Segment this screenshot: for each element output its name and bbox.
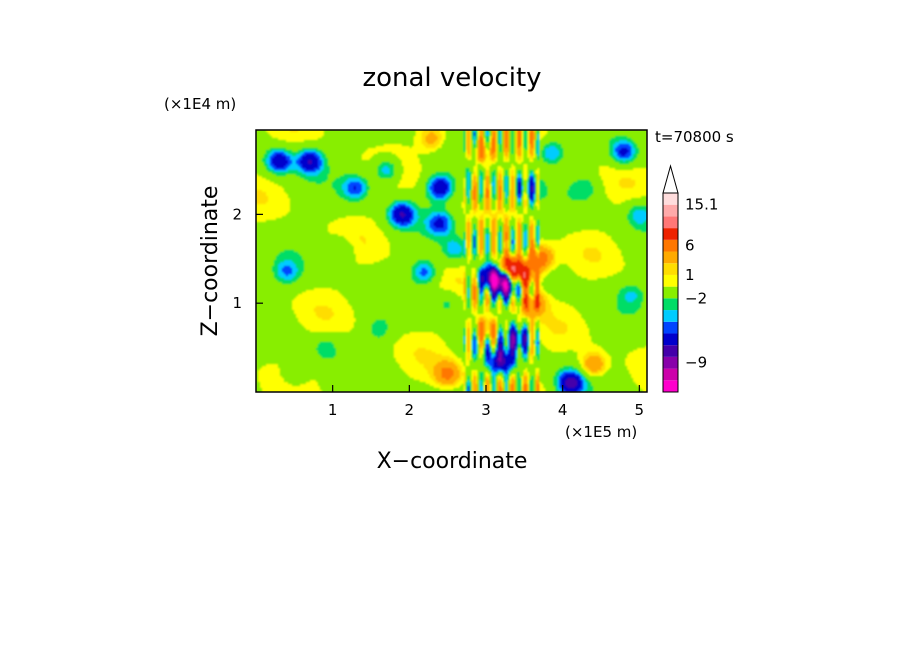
colorbar-segment (663, 239, 678, 252)
colorbar-segment (663, 286, 678, 299)
colorbar: 15.1 6 1 −2 −9 (662, 164, 718, 393)
colorbar-segment (663, 333, 678, 346)
y-tick-label: 1 (232, 294, 242, 312)
colorbar-segment (663, 345, 678, 357)
plot-frame (255, 129, 648, 393)
colorbar-label: 15.1 (685, 196, 718, 214)
y-scale-note: (×1E4 m) (164, 95, 236, 113)
colorbar-segment (663, 310, 678, 322)
colorbar-segment (663, 263, 678, 275)
heatmap-image (256, 130, 647, 392)
time-label: t=70800 s (655, 128, 734, 146)
x-scale-note: (×1E5 m) (565, 423, 637, 441)
y-axis-label: Z−coordinate (198, 186, 223, 337)
colorbar-segment (663, 380, 678, 392)
colorbar-segment (663, 251, 678, 264)
x-tick-label: 2 (405, 401, 415, 419)
y-axis-ticks: 12 (232, 205, 263, 312)
colorbar-frame (662, 192, 679, 393)
colorbar-segment (663, 193, 678, 205)
colorbar-label: 1 (685, 266, 695, 284)
colorbar-segment (663, 204, 678, 217)
colorbar-segment (663, 274, 678, 287)
colorbar-label: −9 (685, 354, 707, 372)
x-tick-label: 3 (481, 401, 491, 419)
colorbar-top-arrow (662, 164, 679, 194)
y-tick-label: 2 (232, 205, 242, 223)
colorbar-segment (663, 298, 678, 311)
colorbar-segment (663, 321, 678, 334)
colorbar-label: 6 (685, 237, 695, 255)
colorbar-segment (663, 228, 678, 240)
colorbar-segment (663, 216, 678, 229)
colorbar-label: −2 (685, 289, 707, 307)
x-tick-label: 4 (558, 401, 568, 419)
x-axis-ticks: 1 2 3 4 5 (328, 385, 644, 419)
x-axis-label: X−coordinate (377, 449, 528, 474)
x-tick-label: 1 (328, 401, 338, 419)
x-tick-label: 5 (635, 401, 645, 419)
colorbar-segment (663, 356, 678, 369)
chart-title: zonal velocity (362, 63, 541, 93)
colorbar-segment (663, 368, 678, 381)
heatmap-field (256, 130, 647, 392)
